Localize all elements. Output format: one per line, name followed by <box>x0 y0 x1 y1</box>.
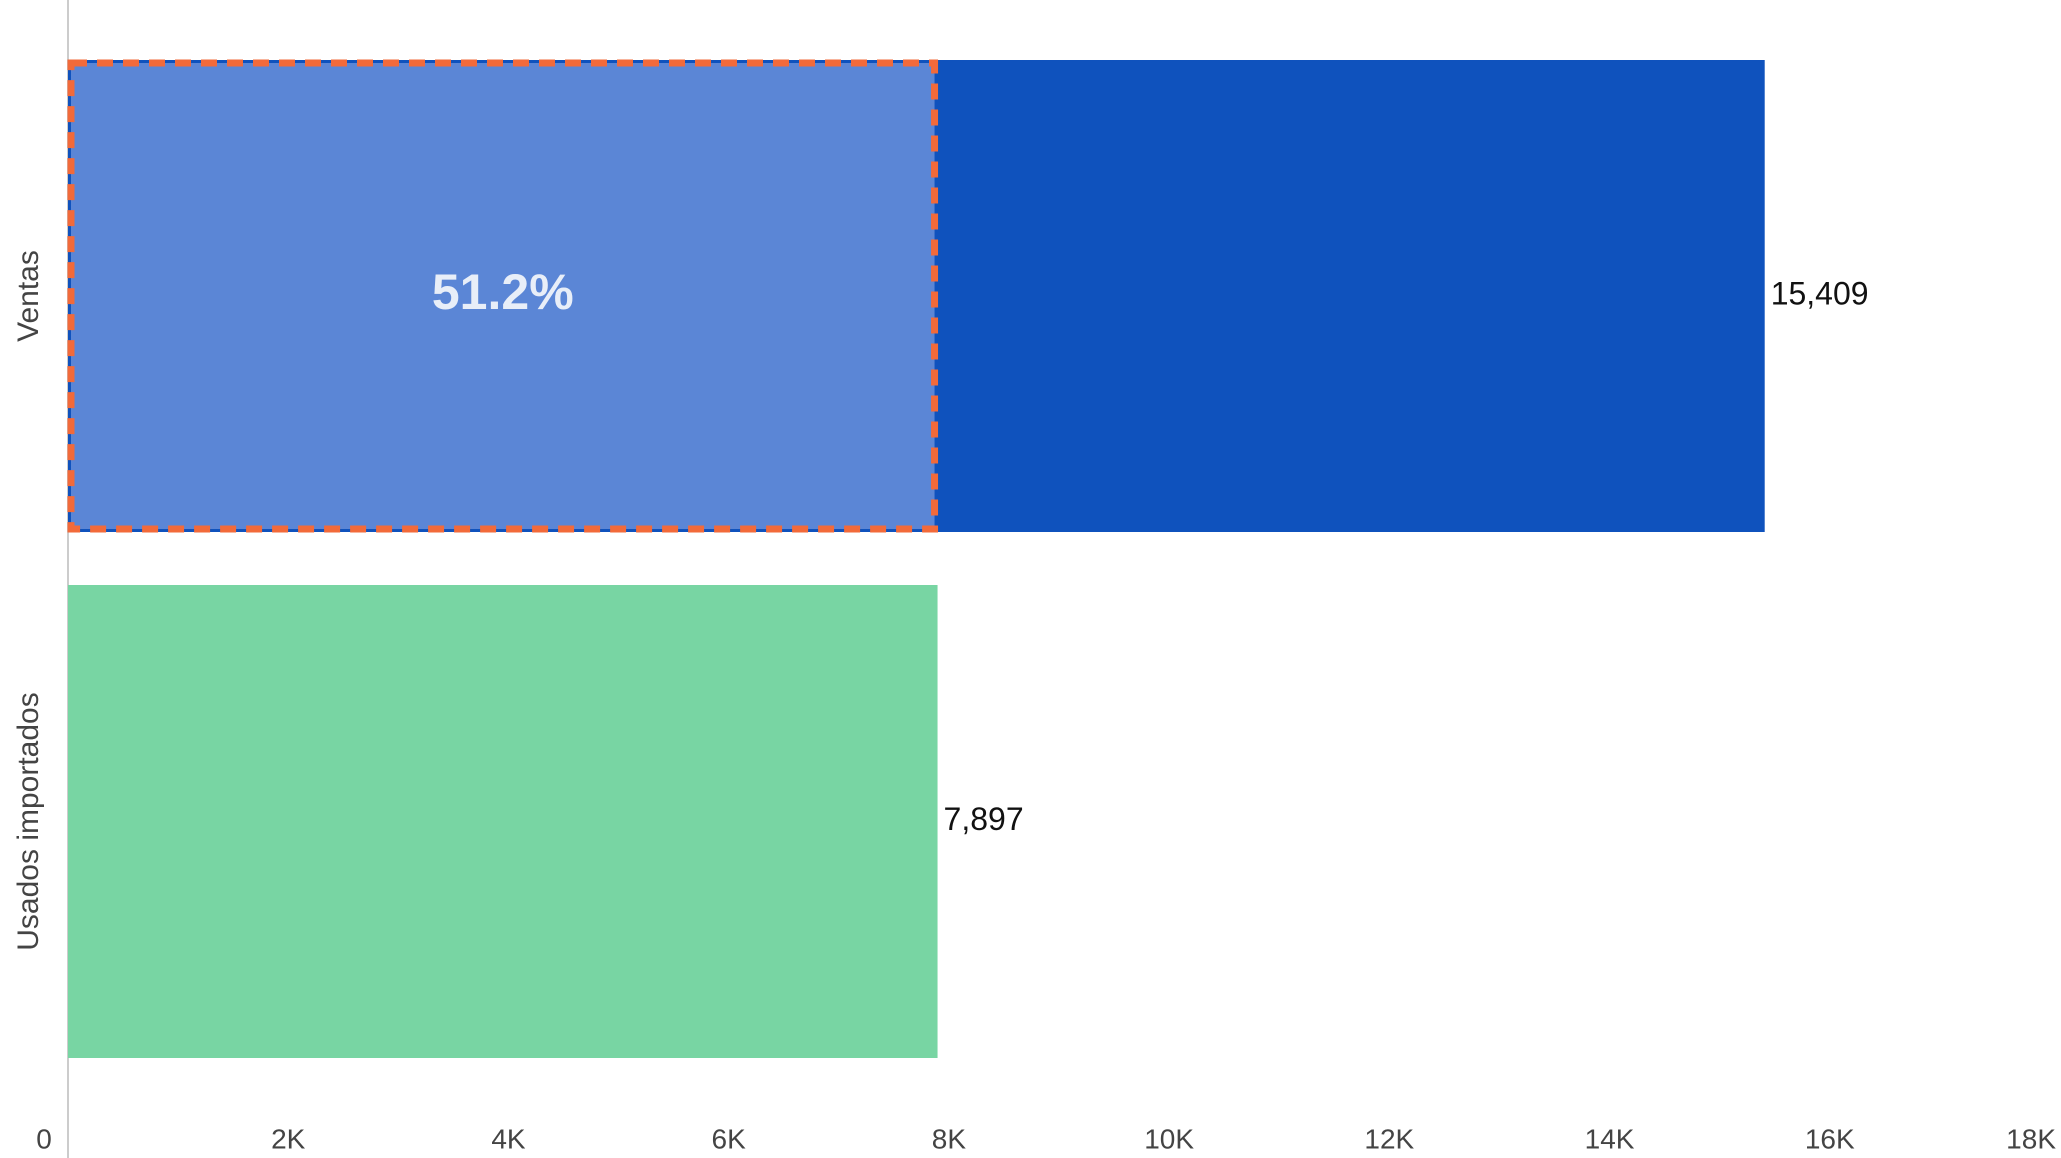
value-label: 15,409 <box>1771 275 1869 311</box>
x-tick-label: 18K <box>2006 1123 2056 1154</box>
highlight-area <box>67 59 939 533</box>
category-label: Ventas <box>12 250 45 342</box>
category-label: Usados importados <box>12 692 45 950</box>
bar <box>68 585 938 1058</box>
value-label: 7,897 <box>944 801 1024 837</box>
x-tick-label: 16K <box>1805 1123 1855 1154</box>
x-tick-label: 14K <box>1585 1123 1635 1154</box>
x-tick-label: 0 <box>36 1123 52 1154</box>
x-tick-label: 10K <box>1144 1123 1194 1154</box>
x-tick-label: 2K <box>271 1123 306 1154</box>
x-tick-label: 4K <box>491 1123 526 1154</box>
x-tick-label: 8K <box>932 1123 967 1154</box>
annotation: 51.2% <box>432 264 574 320</box>
x-tick-label: 6K <box>712 1123 747 1154</box>
x-tick-label: 12K <box>1364 1123 1414 1154</box>
